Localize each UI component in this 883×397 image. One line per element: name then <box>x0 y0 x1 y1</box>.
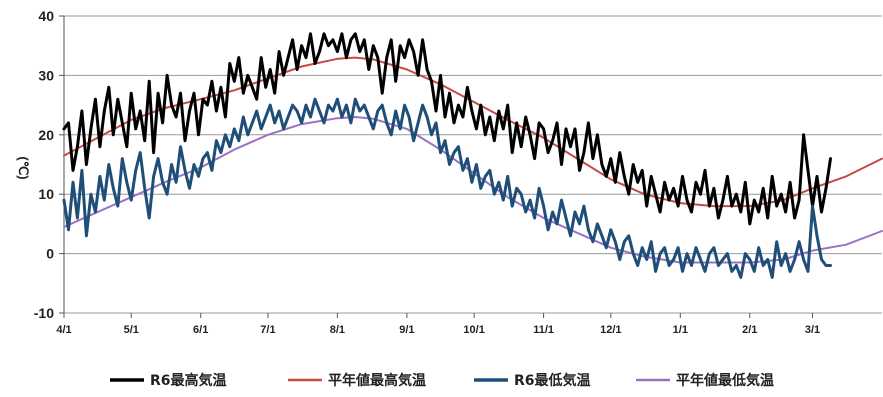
y-tick-label-2: 10 <box>38 186 54 202</box>
x-tick-label-11: 3/1 <box>805 324 820 336</box>
axes <box>59 15 814 318</box>
x-tick-label-4: 8/1 <box>330 324 345 336</box>
y-tick-label-4: 30 <box>38 67 54 83</box>
legend: R6最高気温 平年値最高気温 R6最低気温 平年値最低気温 <box>110 372 774 389</box>
x-tick-label-0: 4/1 <box>56 324 71 336</box>
series-line-1 <box>63 56 883 208</box>
y-tick-label-1: 0 <box>46 246 54 262</box>
x-tick-label-2: 6/1 <box>193 324 208 336</box>
x-tick-label-6: 10/1 <box>463 324 484 336</box>
tick-labels: -10 0 10 20 30 40 4/1 5/1 6/1 7/1 8/1 9/1 10/1 11/1 12… <box>34 8 820 336</box>
x-tick-label-7: 11/1 <box>533 324 554 336</box>
x-tick-label-3: 7/1 <box>260 324 275 336</box>
x-tick-label-10: 2/1 <box>742 324 757 336</box>
x-tick-label-1: 5/1 <box>124 324 139 336</box>
series-line-0 <box>62 32 832 226</box>
y-tick-label-0: -10 <box>34 305 54 321</box>
legend-label-3: 平年値最低気温 <box>676 372 774 389</box>
x-tick-label-9: 1/1 <box>673 324 688 336</box>
x-tick-label-5: 9/1 <box>399 324 414 336</box>
x-tick-label-8: 12/1 <box>600 324 621 336</box>
legend-label-1: 平年値最高気温 <box>328 372 426 389</box>
y-axis-label: (℃) <box>16 156 31 179</box>
legend-label-2: R6最低気温 <box>514 372 591 389</box>
grid <box>64 15 882 314</box>
y-tick-label-5: 40 <box>38 8 54 24</box>
series-line-2 <box>62 97 832 279</box>
y-tick-label-3: 20 <box>38 127 54 143</box>
series-lines <box>62 32 883 279</box>
legend-label-0: R6最高気温 <box>150 372 227 389</box>
